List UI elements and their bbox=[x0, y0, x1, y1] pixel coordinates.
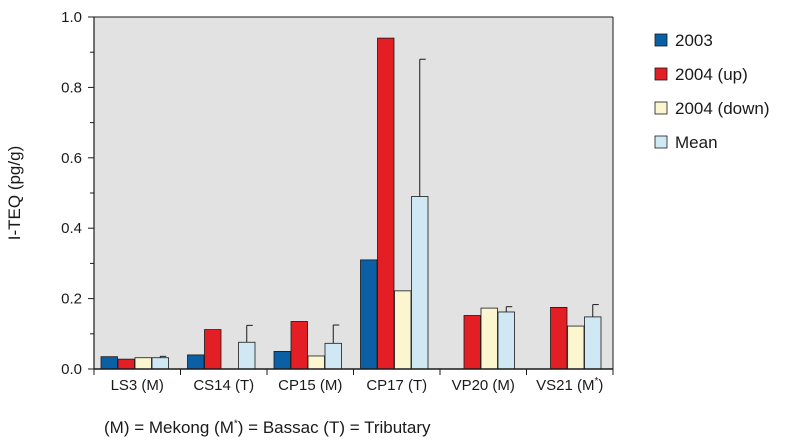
y-tick-label: 0.0 bbox=[61, 361, 82, 378]
x-tick-label: VP20 (M) bbox=[452, 377, 515, 394]
bar bbox=[117, 358, 135, 370]
y-tick-label: 1.0 bbox=[61, 9, 82, 26]
x-tick-label: CS14 (T) bbox=[193, 377, 254, 394]
legend-label: 2004 (up) bbox=[675, 65, 748, 84]
bar bbox=[238, 341, 256, 370]
legend-label: 2004 (down) bbox=[675, 99, 770, 118]
bar bbox=[204, 329, 222, 370]
legend-swatch bbox=[654, 135, 668, 149]
y-axis-ticks: 0.0 0.2 0.4 0.6 0.8 1.0 bbox=[61, 9, 94, 378]
bar bbox=[411, 196, 429, 370]
legend: 2003 2004 (up) 2004 (down) Mean bbox=[654, 31, 770, 152]
bar bbox=[134, 357, 152, 370]
x-tick-label: CP17 (T) bbox=[366, 377, 427, 394]
bar bbox=[584, 316, 602, 370]
legend-swatch bbox=[654, 101, 668, 115]
legend-swatch bbox=[654, 33, 668, 47]
y-axis-title: I-TEQ (pg/g) bbox=[5, 146, 24, 240]
legend-swatch bbox=[654, 67, 668, 81]
chart-footnote: (M) = Mekong (M*) = Bassac (T) = Tributa… bbox=[104, 418, 431, 437]
y-tick-label: 0.4 bbox=[61, 220, 82, 237]
bar bbox=[550, 306, 568, 370]
x-tick-label: LS3 (M) bbox=[111, 377, 164, 394]
legend-label: 2003 bbox=[675, 31, 713, 50]
bar bbox=[290, 321, 308, 370]
bar bbox=[307, 355, 325, 370]
x-axis-labels: LS3 (M) CS14 (T) CP15 (M) CP17 (T) VP20 (M) V… bbox=[93, 369, 614, 394]
y-tick-label: 0.2 bbox=[61, 291, 82, 308]
bar bbox=[567, 325, 585, 370]
bar bbox=[360, 259, 378, 370]
bar bbox=[463, 315, 481, 370]
bar bbox=[480, 307, 498, 370]
y-tick-label: 0.6 bbox=[61, 150, 82, 167]
bar bbox=[187, 354, 205, 370]
error-bars-group bbox=[159, 58, 599, 358]
bar bbox=[394, 290, 412, 370]
bar bbox=[151, 357, 169, 370]
plot-area bbox=[94, 17, 613, 369]
x-tick-label: CP15 (M) bbox=[278, 377, 342, 394]
y-tick-label: 0.8 bbox=[61, 79, 82, 96]
legend-label: Mean bbox=[675, 133, 718, 152]
bar bbox=[324, 342, 342, 370]
bar bbox=[273, 350, 291, 370]
x-tick-label: VS21 (M*) bbox=[536, 376, 603, 394]
bar bbox=[497, 311, 515, 370]
bar bbox=[100, 356, 118, 370]
bar bbox=[377, 37, 395, 370]
